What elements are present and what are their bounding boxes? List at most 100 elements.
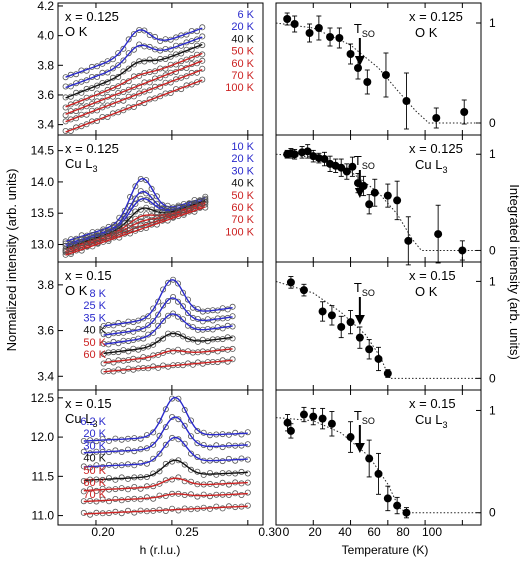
guide-line (275, 417, 481, 514)
data-point (309, 412, 318, 421)
data-point (120, 68, 127, 75)
data-point (244, 470, 251, 477)
legend-entry: 20 K (231, 153, 254, 165)
data-point (109, 65, 116, 72)
sample-label: x = 0.15 (65, 396, 112, 411)
data-point (179, 316, 186, 323)
y-tick-label: 1 (489, 147, 496, 161)
data-point (290, 150, 299, 159)
data-point (365, 200, 374, 209)
data-point (244, 489, 251, 496)
legend-entry: 50 K (231, 190, 254, 202)
data-point (213, 442, 220, 449)
data-point (170, 310, 177, 317)
data-point (93, 487, 100, 494)
data-point (132, 215, 139, 222)
data-point (174, 280, 181, 287)
data-point (137, 485, 144, 492)
legend-entry: 70 K (83, 489, 106, 501)
data-point (130, 46, 137, 53)
data-point (175, 474, 182, 481)
tso-label: TSO (354, 153, 375, 171)
data-point (286, 426, 295, 435)
data-point (155, 322, 162, 329)
right-x-tick-label: 0 (283, 525, 290, 539)
data-point (175, 416, 182, 423)
data-point (244, 429, 251, 436)
data-point (194, 338, 201, 345)
legend-entry: 30 K (83, 440, 106, 452)
right-x-axis: 0 20 40 60 80 100 Temperature (K) (283, 525, 443, 557)
data-point (363, 78, 372, 86)
sample-label: x = 0.125 (409, 141, 463, 156)
data-point (174, 313, 181, 320)
data-point (181, 461, 188, 468)
data-point (286, 278, 295, 287)
data-point (225, 455, 232, 462)
data-point (187, 433, 194, 440)
data-point (118, 448, 125, 455)
fit-line (83, 459, 248, 481)
legend-entry: 35 K (83, 312, 106, 324)
data-point (194, 427, 201, 434)
data-point (80, 477, 87, 484)
legend-entry: 50 K (231, 46, 254, 58)
data-point (110, 359, 117, 366)
data-point (187, 417, 194, 424)
data-point (127, 193, 134, 200)
data-point (303, 147, 312, 156)
data-point (78, 123, 85, 130)
edge-label: Cu L3 (65, 411, 97, 429)
data-point (348, 162, 357, 171)
data-point (383, 191, 392, 200)
data-point (337, 322, 346, 331)
data-point (131, 509, 138, 516)
spectra-left-4: 11.0 11.5 12.0 12.5 (31, 389, 264, 526)
legend-entry: 40 K (83, 453, 106, 465)
data-point (187, 466, 194, 473)
data-point (327, 419, 336, 428)
sample-label: x = 0.15 (409, 268, 456, 283)
legend-entry: 70 K (231, 70, 254, 82)
data-point (179, 333, 186, 340)
data-point (162, 441, 169, 448)
data-point (318, 307, 327, 316)
data-point (184, 296, 191, 303)
right-x-tick-label: 60 (367, 525, 381, 539)
left-y-axis-label: Normalized intensity (arb. units) (4, 169, 19, 352)
data-point (346, 433, 355, 442)
data-point (238, 455, 245, 462)
data-point (143, 445, 150, 452)
data-point (125, 65, 132, 72)
data-point (381, 71, 390, 79)
data-point (109, 85, 116, 92)
data-point (167, 53, 174, 60)
data-point (184, 310, 191, 317)
data-point (299, 410, 308, 419)
data-point (62, 104, 69, 111)
legend-entry: 40 K (231, 178, 254, 190)
data-point (200, 491, 207, 498)
data-point (93, 462, 100, 469)
data-point (162, 406, 169, 413)
data-point (143, 190, 150, 197)
guide-line (275, 22, 481, 124)
data-point (156, 468, 163, 475)
y-tick-label: 0 (489, 243, 496, 257)
data-point (320, 155, 329, 164)
fit-line (65, 43, 203, 99)
data-point (62, 112, 69, 119)
data-point (160, 349, 167, 356)
left-x-axis-label: h (r.l.u.) (140, 543, 181, 557)
data-point (130, 61, 137, 68)
data-point (120, 57, 127, 64)
data-point (118, 510, 125, 517)
data-point (402, 97, 411, 105)
fit-line (65, 177, 206, 243)
data-point (150, 495, 157, 502)
data-point (213, 481, 220, 488)
tso-label: TSO (354, 408, 375, 426)
data-point (337, 163, 346, 172)
